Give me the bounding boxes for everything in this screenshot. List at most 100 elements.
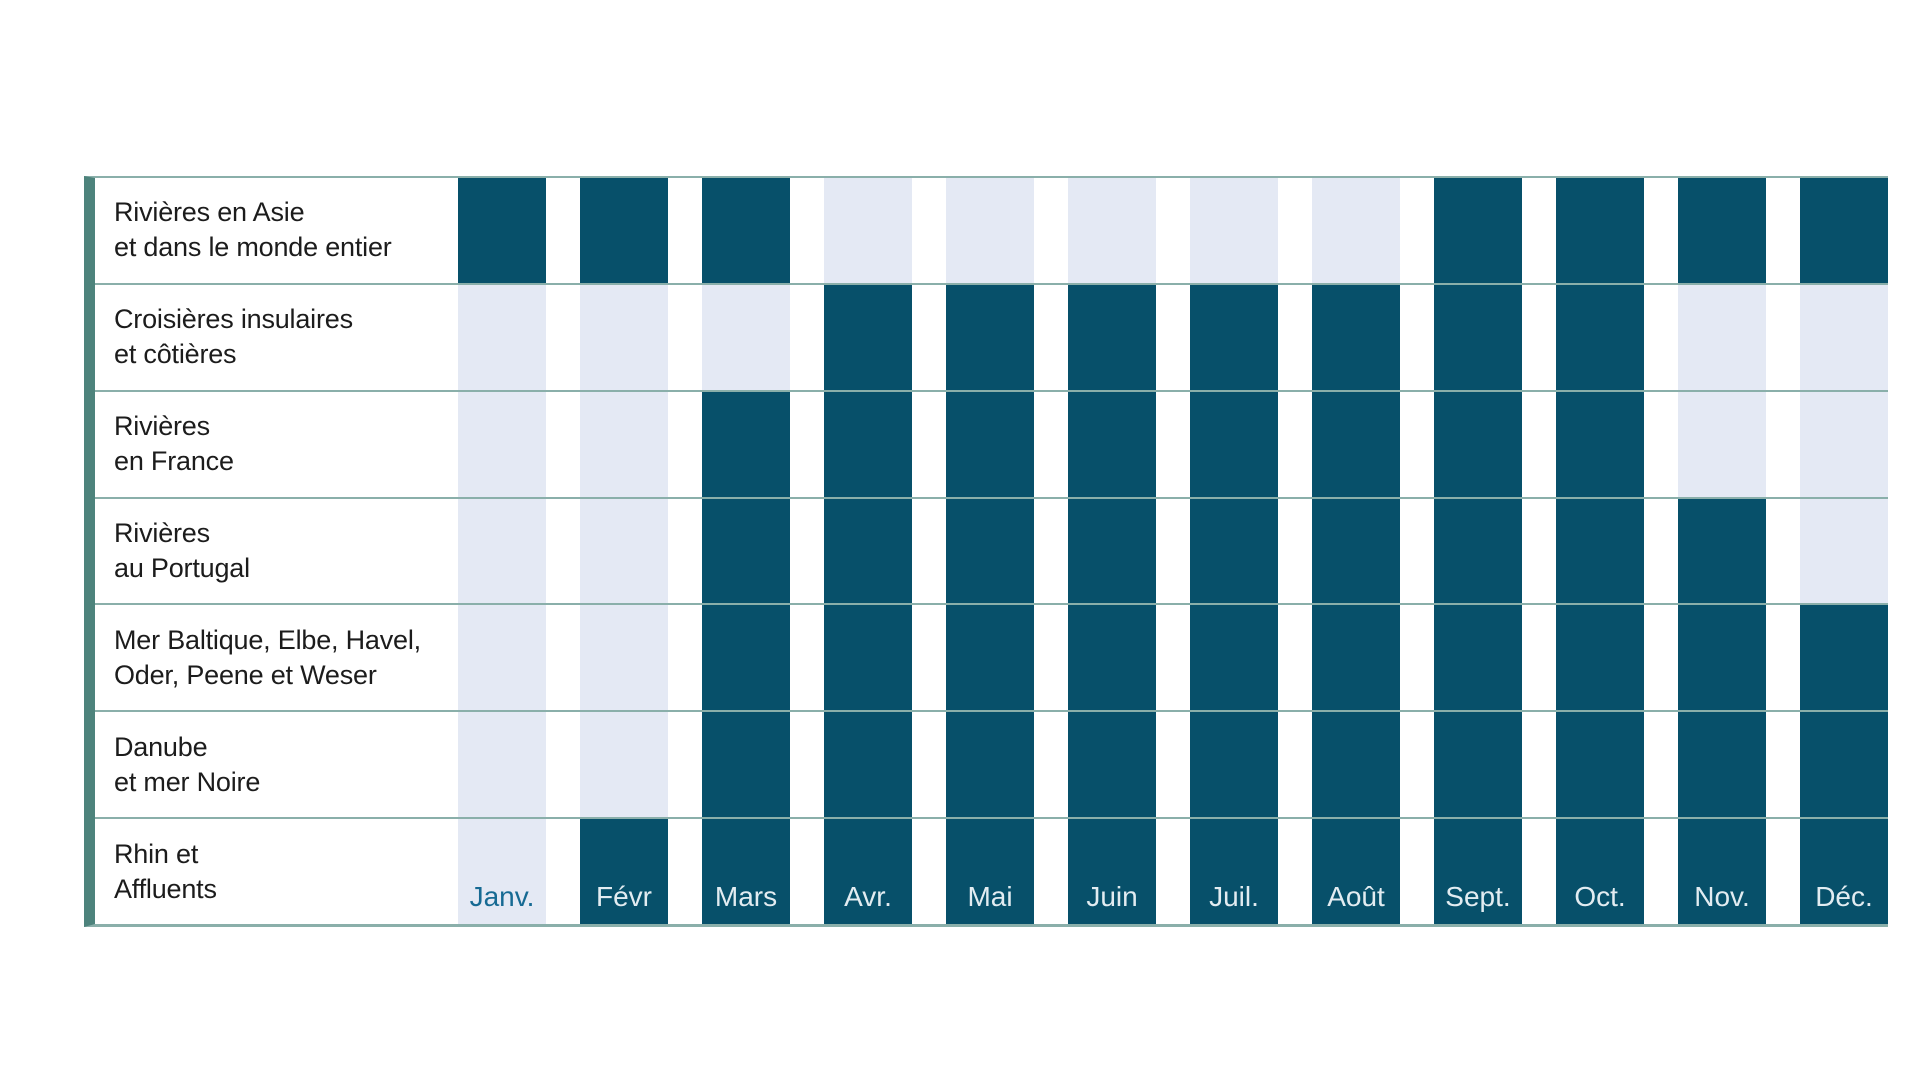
month-cells [458,391,1888,497]
month-cell [580,178,668,283]
month-cells [458,284,1888,390]
month-label: Janv. [469,881,535,913]
month-cell [946,178,1034,283]
month-cell [1068,498,1156,604]
row-label-line: et côtières [114,339,237,370]
month-cell: Oct. [1556,819,1644,925]
row-label-line: Rivières [114,518,210,548]
month-cell: Juin [1068,819,1156,925]
month-label: Déc. [1815,881,1873,913]
month-label: Oct. [1574,881,1626,913]
month-cell: Août [1312,819,1400,925]
table-row: Danube et mer Noire [95,712,1888,820]
month-cell [1068,712,1156,818]
table-row: Rhin et Affluents Janv. Févr Mars Avr. Mai Juin… [95,819,1888,925]
row-label: Danube et mer Noire [95,712,458,818]
row-label: Croisières insulaires et côtières [95,284,458,390]
month-cell [1556,712,1644,818]
month-cell [824,391,912,497]
month-cell [1678,605,1766,711]
month-cell [1190,284,1278,390]
month-cell [824,284,912,390]
row-label: Mer Baltique, Elbe, Havel, Oder, Peene et… [95,605,458,711]
month-cell [1312,605,1400,711]
month-cell: Mai [946,819,1034,925]
month-cell [1312,284,1400,390]
month-cell [824,178,912,283]
month-cell [1190,605,1278,711]
row-label-line: Rivières en Asie [114,197,305,228]
month-cells [458,498,1888,604]
month-cell [580,498,668,604]
row-label: Rivières en Asie et dans le monde entier [95,178,458,283]
month-cell [1678,284,1766,390]
month-cell [580,284,668,390]
row-label: Rhin et Affluents [95,819,458,925]
month-cell [458,712,546,818]
month-cell: Avr. [824,819,912,925]
month-label: Mars [714,881,778,913]
month-cell [946,712,1034,818]
row-label: Rivières en France [95,391,458,497]
row-label-line: Rivières [114,411,210,442]
month-cell [458,391,546,497]
month-label: Août [1327,881,1385,913]
month-cell [702,605,790,711]
month-cell [824,498,912,604]
table-row: Rivières au Portugal [95,498,1888,606]
month-cell [1434,284,1522,390]
month-cell [1556,284,1644,390]
month-cell [580,391,668,497]
month-cell [946,391,1034,497]
month-cell [580,712,668,818]
month-cell [1190,498,1278,604]
month-cell [702,712,790,818]
month-label: Mai [967,881,1013,913]
month-cell [1800,498,1888,604]
month-cell [702,178,790,283]
month-cell [1800,605,1888,711]
month-cell [946,498,1034,604]
row-label-line: Mer Baltique, Elbe, Havel, [114,624,421,655]
month-label: Sept. [1445,881,1511,913]
month-cell [1556,605,1644,711]
month-cell [1312,712,1400,818]
row-label-line: au Portugal [114,553,250,583]
table-row: Mer Baltique, Elbe, Havel, Oder, Peene et… [95,605,1888,713]
month-cell [580,605,668,711]
month-cells [458,605,1888,711]
month-cell [1434,498,1522,604]
month-cell [1434,712,1522,818]
month-cell [458,498,546,604]
month-cell [1678,712,1766,818]
month-cell [1556,498,1644,604]
month-label: Juin [1086,881,1138,913]
month-cell [1312,391,1400,497]
row-label-line: et mer Noire [114,766,261,797]
month-cell [1068,284,1156,390]
month-cell [1190,178,1278,283]
month-cell: Juil. [1190,819,1278,925]
month-cells [458,178,1888,283]
month-cell: Nov. [1678,819,1766,925]
month-cell [1434,391,1522,497]
table-row: Croisières insulaires et côtières [95,284,1888,392]
table-row: Rivières en France [95,391,1888,499]
month-cell [1678,391,1766,497]
month-cell [1068,178,1156,283]
row-label-line: Affluents [114,873,217,904]
month-cell [1434,178,1522,283]
month-label: Juil. [1209,881,1259,913]
month-cell: Févr [580,819,668,925]
month-cell [946,284,1034,390]
month-cell: Déc. [1800,819,1888,925]
table-row: Rivières en Asie et dans le monde entier [95,178,1888,285]
row-label-line: et dans le monde entier [114,232,392,263]
seasonality-chart: Rivières en Asie et dans le monde entier C… [84,176,1888,927]
month-cell [1556,391,1644,497]
month-cell: Mars [702,819,790,925]
month-cell [1190,391,1278,497]
month-cell [1800,178,1888,283]
row-label-line: Oder, Peene et Weser [114,659,377,690]
